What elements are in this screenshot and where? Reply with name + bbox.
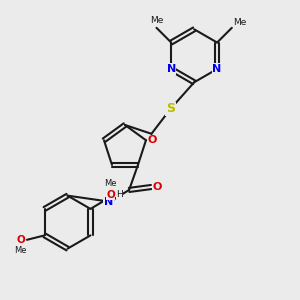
Text: O: O xyxy=(148,135,157,145)
Text: S: S xyxy=(166,102,175,115)
Text: Me: Me xyxy=(150,16,163,25)
Text: N: N xyxy=(104,197,113,207)
Text: O: O xyxy=(153,182,162,192)
Text: O: O xyxy=(106,190,115,200)
Text: N: N xyxy=(167,64,176,74)
Text: Me: Me xyxy=(14,247,27,256)
Text: Me: Me xyxy=(233,18,247,27)
Text: H: H xyxy=(116,190,123,199)
Text: Me: Me xyxy=(104,179,117,188)
Text: N: N xyxy=(212,64,222,74)
Text: O: O xyxy=(16,235,25,245)
